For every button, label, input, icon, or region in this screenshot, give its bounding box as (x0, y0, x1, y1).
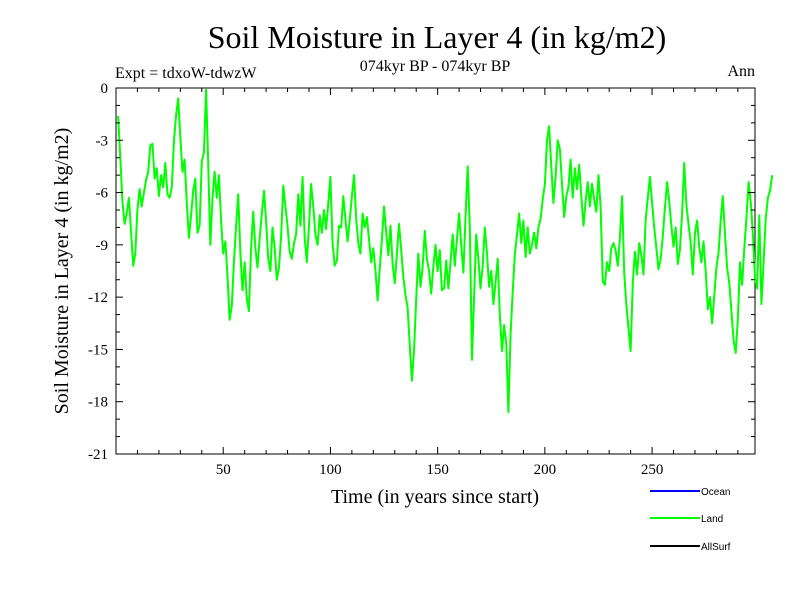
x-axis-label: Time (in years since start) (331, 486, 539, 508)
x-tick-label: 150 (426, 462, 449, 478)
axis-layer: 50 100 150 200 250 0 -3 -6 -9 -12 -15 -18 -21 (88, 81, 755, 478)
period-label: Ann (727, 63, 755, 80)
plot-border (115, 87, 756, 455)
series-line-land (117, 88, 774, 414)
legend: Ocean Land AllSurf (650, 487, 731, 553)
y-tick-label: -21 (88, 447, 108, 463)
legend-label-allsurf: AllSurf (701, 542, 731, 553)
x-tick-label: 100 (319, 462, 342, 478)
y-tick-label: -3 (96, 133, 109, 149)
plot-area (115, 87, 756, 455)
legend-label-land: Land (701, 514, 723, 525)
experiment-label: Expt = tdxoW-tdwzW (115, 65, 257, 82)
y-tick-label: -18 (88, 395, 108, 411)
x-tick-label: 50 (216, 462, 231, 478)
y-tick-label: -15 (88, 342, 108, 358)
data-layer (117, 88, 774, 414)
y-tick-label: -6 (96, 186, 109, 202)
y-tick-label: 0 (101, 81, 109, 97)
chart-subtitle: 074kyr BP - 074kyr BP (360, 58, 511, 75)
y-tick-label: -12 (88, 290, 108, 306)
x-tick-label: 200 (534, 462, 557, 478)
y-axis-label: Soil Moisture in Layer 4 (in kg/m2) (51, 128, 73, 415)
x-tick-label: 250 (641, 462, 664, 478)
chart-title: Soil Moisture in Layer 4 (in kg/m2) (208, 19, 667, 55)
y-tick-label: -9 (96, 238, 109, 254)
legend-label-ocean: Ocean (701, 487, 730, 498)
